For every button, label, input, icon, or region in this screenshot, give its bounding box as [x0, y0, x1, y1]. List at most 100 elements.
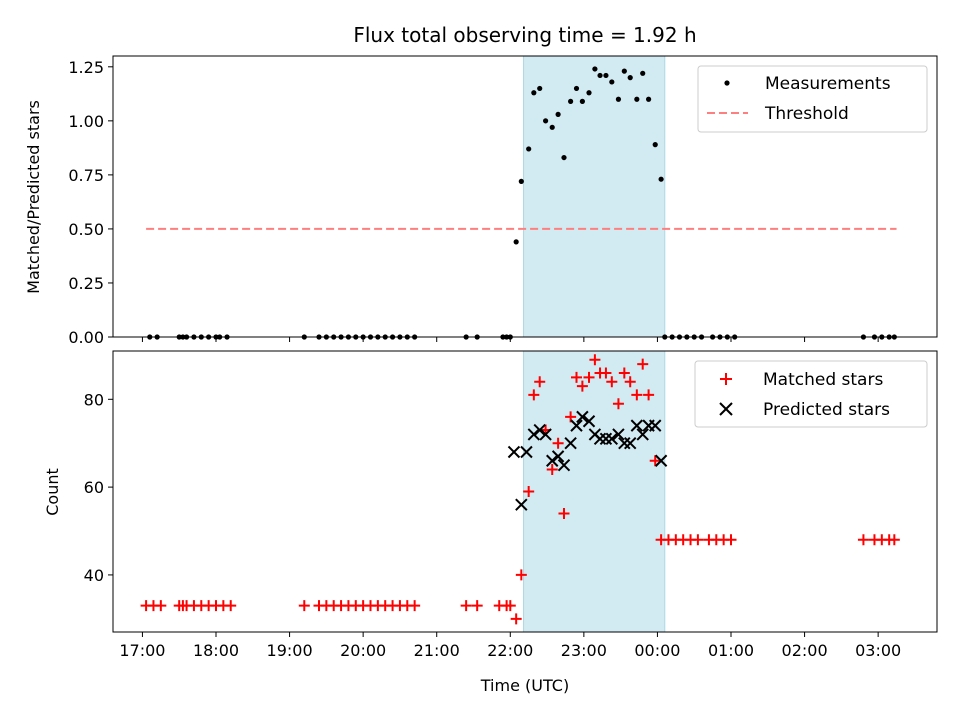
matched-stars-point [571, 371, 582, 383]
measurements-point [603, 72, 609, 79]
measurements-point [537, 85, 543, 92]
measurements-point [555, 111, 561, 117]
predicted-stars-point [605, 432, 619, 446]
x-axis-label: Time (UTC) [480, 676, 569, 695]
counts-x-ticks: 17:00 18:00 19:00 20:00 21:00 22:00 23:00 00:00… [119, 632, 901, 660]
ratio-y-axis-label: Matched/Predicted stars [24, 100, 43, 294]
predicted-stars-point [593, 432, 607, 446]
measurements-point [561, 154, 567, 161]
matched-stars-point [565, 411, 577, 423]
x-tick-label: 23:00 [561, 641, 607, 660]
x-tick-label: 18:00 [193, 641, 239, 660]
measurements-point [609, 79, 615, 85]
measurements-point [615, 96, 622, 102]
matched-stars-point [631, 389, 643, 401]
measurements-point [518, 178, 524, 184]
matched-stars-point [471, 600, 483, 612]
matched-stars-point [523, 486, 535, 497]
matched-stars-point [606, 376, 618, 388]
matched-stars-point [460, 600, 472, 612]
measurements-point [634, 96, 640, 102]
measurements-point [592, 66, 598, 72]
measurements-point [627, 75, 633, 81]
matched-stars-point [298, 600, 310, 612]
predicted-stars-point [539, 428, 552, 441]
counts-marks [140, 354, 900, 625]
ratio-y-ticks: 0.00 0.25 0.50 0.75 1.00 1.25 [68, 58, 113, 347]
predicted-stars-point [623, 436, 637, 450]
predicted-stars-point [618, 436, 631, 450]
matched-stars-point [612, 398, 624, 410]
x-tick-label: 17:00 [119, 641, 165, 660]
measurements-point [526, 146, 532, 152]
measurements-point [658, 176, 664, 182]
matched-stars-point [857, 534, 869, 546]
matched-stars-point [888, 534, 900, 546]
matched-stars-point [624, 376, 636, 388]
y-tick-label: 0.75 [68, 166, 104, 185]
legend-predicted-marker [719, 402, 733, 416]
x-tick-label: 03:00 [855, 641, 901, 660]
matched-stars-point [534, 376, 546, 388]
measurements-point [549, 124, 555, 130]
counts-y-axis-label: Count [43, 468, 62, 516]
x-tick-label: 01:00 [708, 641, 754, 660]
matched-stars-point [583, 371, 595, 383]
ratio-x-ticks [141, 337, 879, 342]
measurements-point [640, 70, 646, 76]
measurements-point [573, 85, 580, 92]
y-tick-label: 0.00 [68, 328, 104, 347]
matched-stars-point [558, 507, 570, 519]
matched-stars-point [643, 389, 655, 401]
matched-stars-point [409, 600, 421, 612]
predicted-stars-point [564, 436, 577, 450]
x-tick-label: 19:00 [267, 641, 313, 660]
legend-threshold-label: Threshold [764, 104, 849, 124]
chart-title: Flux total observing time = 1.92 h [353, 23, 696, 47]
observing-window-span [523, 350, 666, 633]
x-tick-label: 00:00 [634, 641, 680, 660]
counts-y-ticks: 40 60 80 [84, 390, 113, 585]
x-tick-label: 22:00 [487, 641, 533, 660]
predicted-stars-point [551, 450, 565, 463]
matched-stars-point [576, 380, 588, 392]
measurements-point [568, 98, 574, 104]
matched-stars-point [649, 455, 661, 467]
ratio-legend: Measurements Threshold [697, 65, 928, 133]
predicted-stars-point [520, 445, 533, 459]
predicted-stars-point [515, 498, 528, 511]
matched-stars-point [725, 534, 737, 546]
measurements-point [646, 96, 652, 102]
observing-window-span [523, 55, 666, 338]
y-tick-label: 80 [84, 390, 104, 409]
y-tick-label: 40 [84, 566, 104, 585]
matched-stars-point [510, 613, 522, 625]
ratio-legend-box [697, 65, 928, 133]
matched-stars-point [504, 600, 516, 612]
predicted-stars-point [546, 454, 559, 467]
y-tick-label: 1.00 [68, 112, 104, 131]
matched-stars-point [155, 600, 167, 612]
legend-matched-label: Matched stars [763, 370, 883, 390]
predicted-stars-point [649, 419, 662, 432]
matched-stars-point [589, 354, 601, 366]
measurements-point [621, 68, 627, 74]
legend-predicted-label: Predicted stars [763, 400, 890, 420]
predicted-stars-point [654, 454, 668, 467]
y-tick-label: 0.50 [68, 220, 104, 239]
matched-stars-point [515, 569, 527, 581]
matched-stars-point [692, 534, 704, 546]
legend-measurements-label: Measurements [765, 74, 891, 94]
y-tick-label: 0.25 [68, 274, 104, 293]
ratio-plot-frame [112, 55, 938, 338]
matched-stars-point [637, 358, 649, 370]
legend-matched-marker [720, 373, 732, 385]
counts-highlight-group [523, 350, 666, 633]
predicted-stars-point [636, 428, 649, 441]
y-tick-label: 1.25 [68, 58, 104, 77]
ratio-highlight-group [523, 55, 666, 338]
matched-stars-point [528, 389, 540, 401]
matched-stars-point [552, 437, 564, 449]
counts-panel: 40 60 80 17:00 18:00 19:00 20:00 21:00 22:00 23:… [43, 350, 938, 660]
